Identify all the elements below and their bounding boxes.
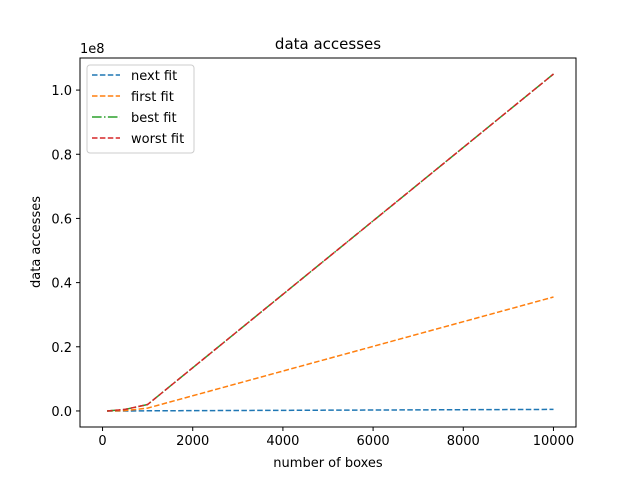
series-line-1: [107, 296, 554, 412]
y-tick-label: 1.0: [51, 84, 72, 99]
legend-box: [86, 64, 195, 154]
y-offset-text: 1e8: [80, 42, 105, 57]
y-tick-label: 0.4: [51, 277, 72, 292]
x-axis-label: number of boxes: [273, 456, 383, 471]
y-tick-label: 0.8: [51, 148, 72, 163]
x-axis: 0 2000 4000 6000 8000 10000: [98, 427, 574, 449]
legend-label-1: first fit: [131, 90, 174, 105]
x-tick-label: 6000: [357, 434, 390, 449]
legend: next fit first fit best fit worst fit: [86, 64, 195, 154]
series-line-3: [107, 73, 554, 412]
y-tick-label: 0.6: [51, 212, 72, 227]
y-tick-label: 0.0: [51, 405, 72, 420]
chart-title: data accesses: [275, 35, 381, 53]
plot-lines: [107, 73, 554, 412]
x-tick-label: 8000: [447, 434, 480, 449]
legend-label-0: next fit: [131, 69, 177, 84]
series-line-0: [107, 408, 554, 412]
y-axis: 0.0 0.2 0.4 0.6 0.8 1.0: [51, 84, 80, 420]
plot-frame: [79, 57, 577, 428]
x-tick-label: 10000: [533, 434, 574, 449]
legend-label-2: best fit: [131, 111, 177, 126]
x-tick-label: 2000: [176, 434, 209, 449]
y-tick-label: 0.2: [51, 341, 72, 356]
x-tick-label: 4000: [266, 434, 299, 449]
legend-label-3: worst fit: [131, 132, 184, 147]
y-axis-label: data accesses: [29, 196, 44, 288]
x-tick-label: 0: [98, 434, 106, 449]
